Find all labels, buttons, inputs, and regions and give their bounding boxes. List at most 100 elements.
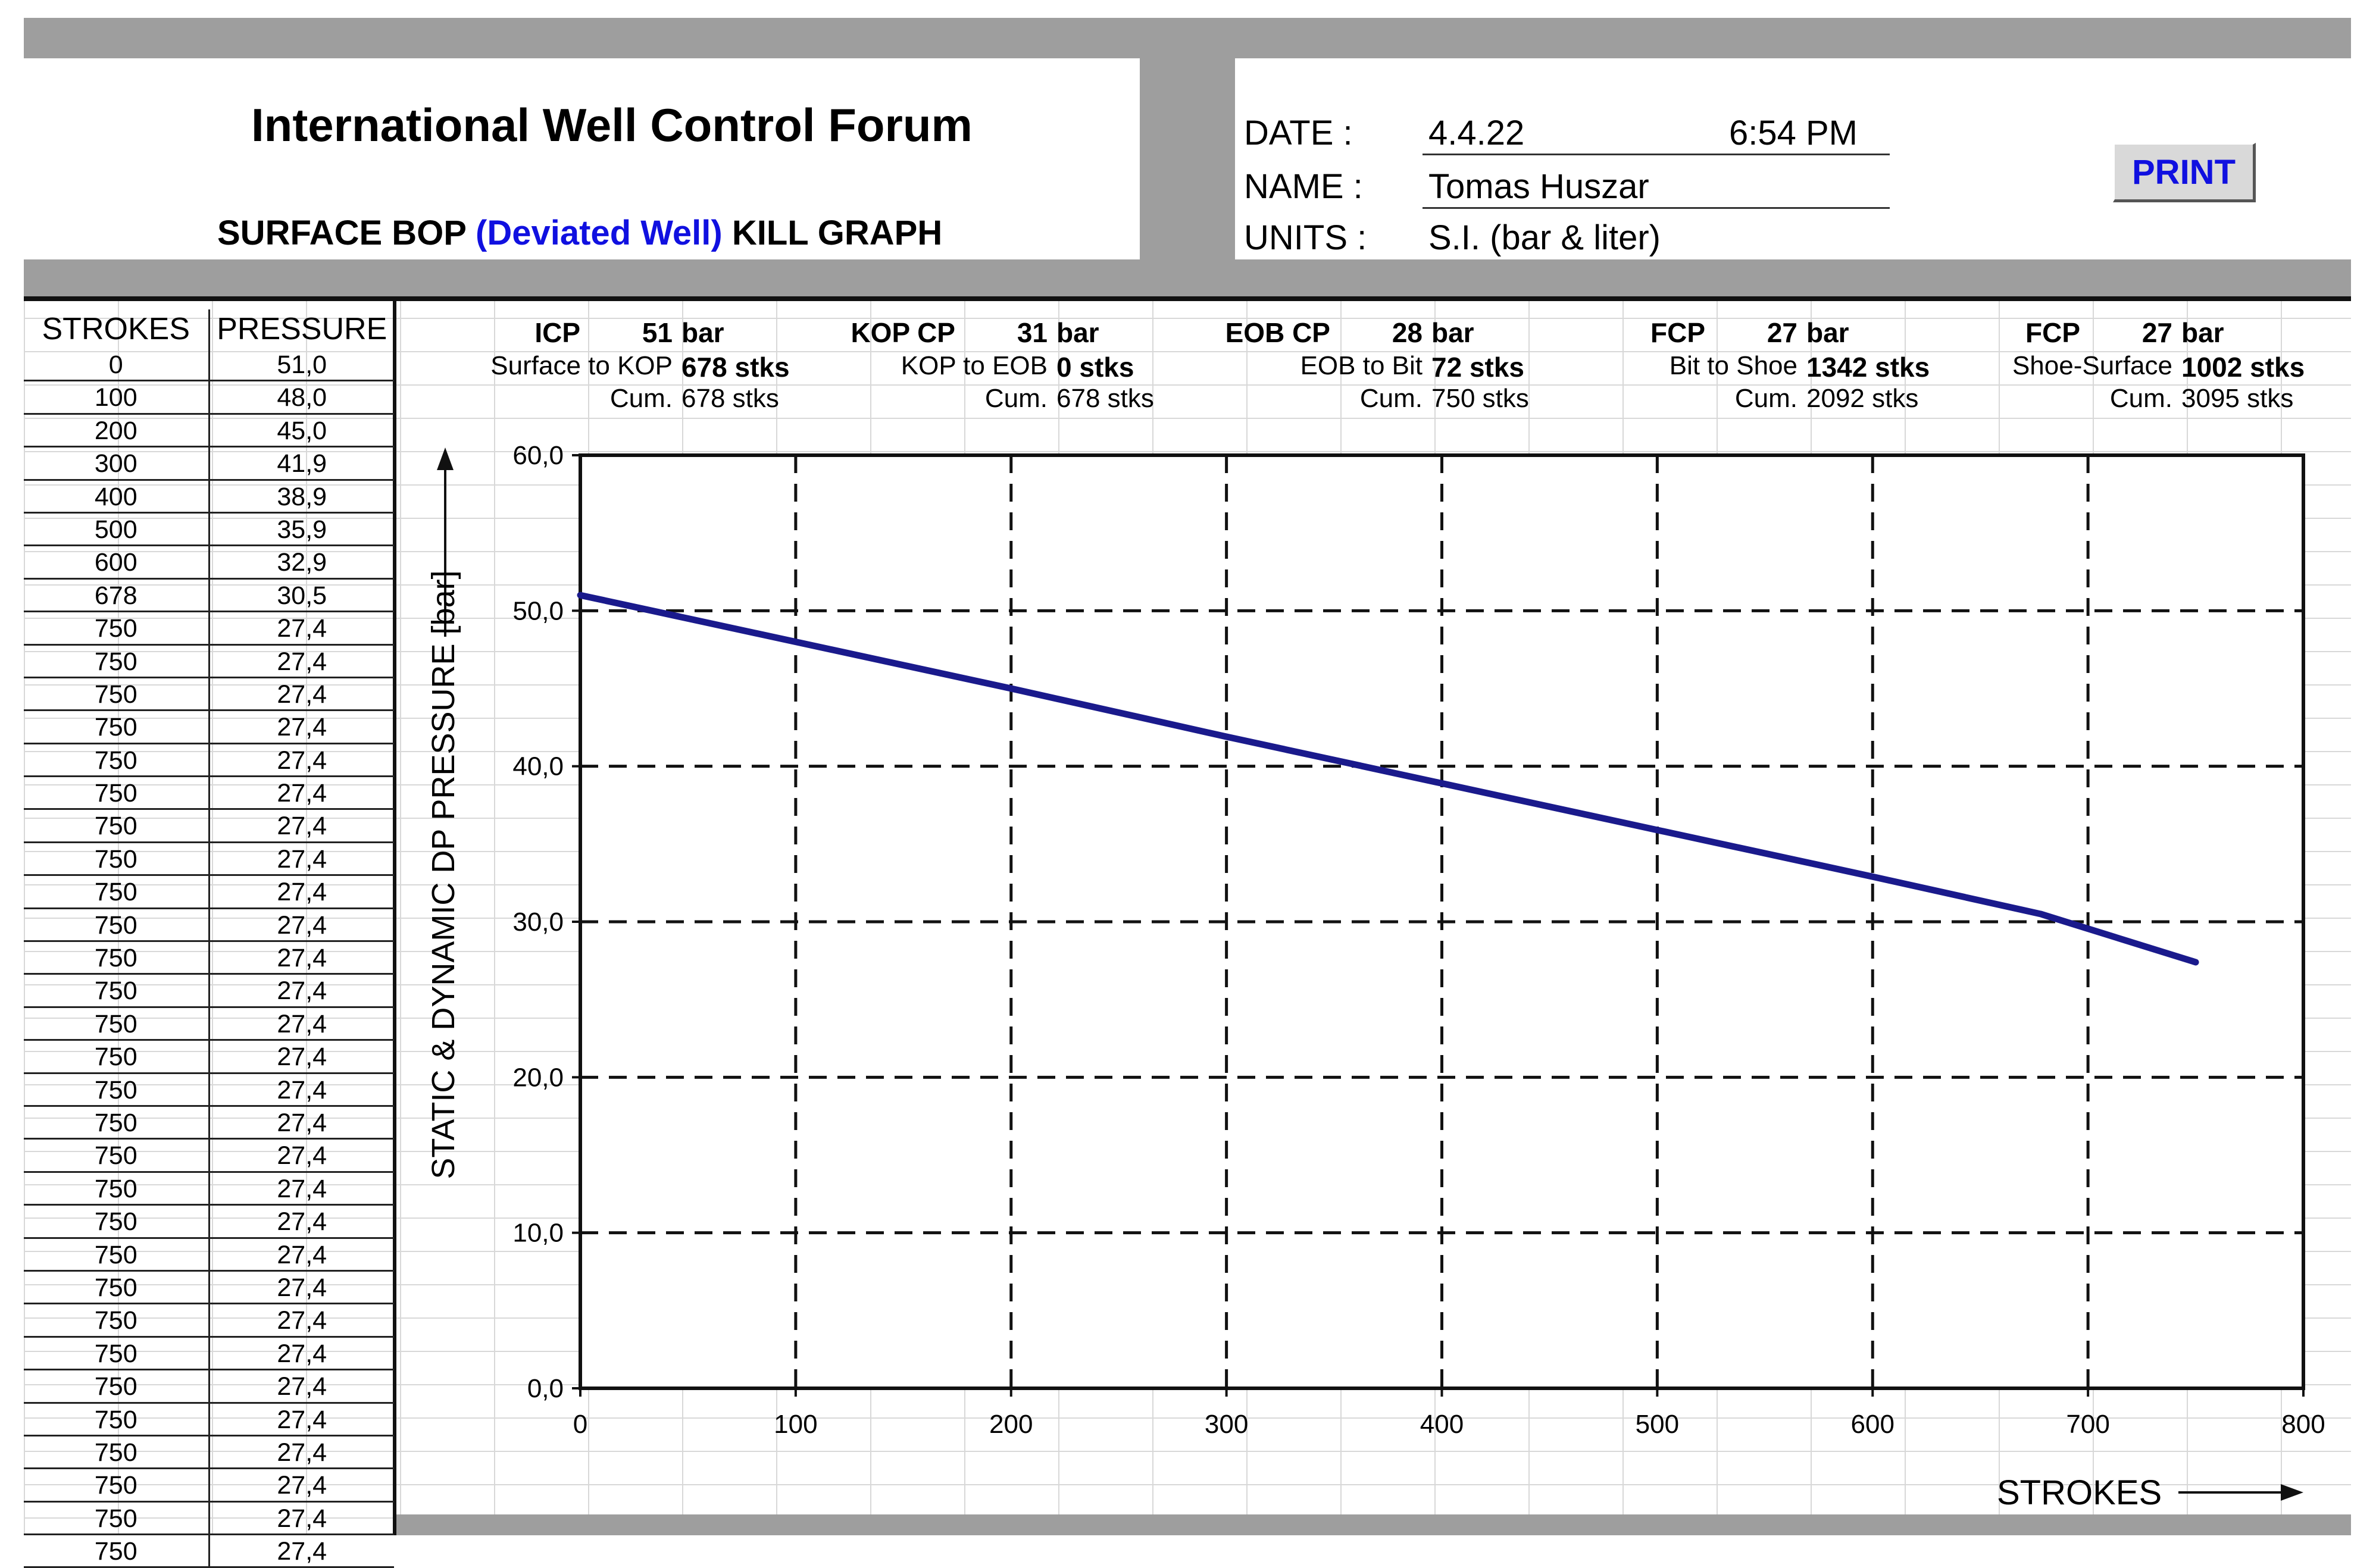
- pressure-cell: 27,4: [277, 713, 327, 742]
- table-row: 500 35,9: [24, 513, 394, 547]
- print-button[interactable]: PRINT: [2113, 143, 2256, 202]
- pressure-cell: 35,9: [277, 515, 327, 544]
- x-axis-title: STROKES: [1997, 1473, 2162, 1512]
- table-row: 750 27,4: [24, 1140, 394, 1173]
- strokes-cell: 678: [24, 579, 210, 611]
- table-row: 750 27,4: [24, 843, 394, 877]
- summary-unit: bar: [1431, 317, 1474, 348]
- pressure-cell: 27,4: [277, 1471, 327, 1500]
- pressure-cell: 27,4: [277, 1207, 327, 1237]
- strokes-cell: 750: [24, 1238, 210, 1270]
- table-row: 750 27,4: [24, 1403, 394, 1436]
- pressure-cell: 45,0: [277, 416, 327, 445]
- table-row: 750 27,4: [24, 744, 394, 778]
- summary-value: 31: [1017, 317, 1048, 348]
- summary-value: 27: [2141, 317, 2172, 348]
- pressure-cell: 27,4: [277, 746, 327, 775]
- header-divider: [1140, 58, 1235, 259]
- pressure-cell: 27,4: [277, 1141, 327, 1170]
- table-row: 100 48,0: [24, 381, 394, 415]
- pressure-cell: 27,4: [277, 1537, 327, 1566]
- table-row: 0 51,0: [24, 349, 394, 382]
- strokes-cell: 400: [24, 480, 210, 512]
- strokes-cell: 750: [24, 876, 210, 907]
- table-body: 0 51,0 100 48,0 200 45,0 300 41,9 400 38,9 500 35,9…: [24, 349, 394, 1568]
- strokes-pressure-table: STROKES PRESSURE 0 51,0 100 48,0 200 45,0 300 4…: [24, 309, 394, 1568]
- section-label: EOB to Bit: [1300, 351, 1423, 380]
- date-underline: [1423, 154, 1890, 155]
- pressure-cell: 27,4: [277, 1043, 327, 1072]
- strokes-cell: 750: [24, 777, 210, 809]
- pressure-cell: 27,4: [277, 812, 327, 841]
- pressure-cell: 27,4: [277, 1504, 327, 1533]
- strokes-cell: 750: [24, 645, 210, 677]
- summary-label: FCP: [2025, 317, 2080, 348]
- table-row: 750 27,4: [24, 645, 394, 678]
- strokes-cell: 750: [24, 1007, 210, 1040]
- section-value: 1342 stks: [1806, 352, 1930, 383]
- col-strokes-header: STROKES: [24, 309, 210, 349]
- strokes-cell: 750: [24, 1337, 210, 1369]
- strokes-cell: 750: [24, 612, 210, 644]
- section-label: Surface to KOP: [490, 351, 673, 380]
- strokes-cell: 750: [24, 1304, 210, 1336]
- pressure-cell: 27,4: [277, 1075, 327, 1104]
- summary-label: FCP: [1650, 317, 1705, 348]
- section-label: Bit to Shoe: [1669, 351, 1797, 380]
- table-row: 750 27,4: [24, 1502, 394, 1536]
- cum-value: 2092 stks: [1806, 384, 1919, 413]
- units-value: S.I. (bar & liter): [1428, 218, 1661, 257]
- cum-value: 678 stks: [1056, 384, 1154, 413]
- pressure-cell: 27,4: [277, 878, 327, 907]
- strokes-cell: 750: [24, 1041, 210, 1072]
- table-row: 678 30,5: [24, 579, 394, 613]
- name-label: NAME :: [1244, 167, 1363, 206]
- strokes-cell: 750: [24, 1469, 210, 1501]
- strokes-cell: 0: [24, 349, 210, 380]
- strokes-cell: 750: [24, 678, 210, 710]
- table-row: 750 27,4: [24, 1073, 394, 1107]
- strokes-cell: 750: [24, 1370, 210, 1402]
- table-row: 750 27,4: [24, 711, 394, 744]
- cum-value: 3095 stks: [2181, 384, 2294, 413]
- table-row: 600 32,9: [24, 546, 394, 580]
- strokes-cell: 750: [24, 1271, 210, 1303]
- summary-label: ICP: [534, 317, 580, 348]
- pressure-cell: 41,9: [277, 449, 327, 478]
- pressure-cell: 27,4: [277, 1273, 327, 1302]
- table-row: 750 27,4: [24, 876, 394, 909]
- mid-bar-line: [24, 296, 2351, 301]
- section-label: Shoe-Surface: [2012, 351, 2172, 380]
- summary-unit: bar: [1806, 317, 1849, 348]
- name-value: Tomas Huszar: [1428, 167, 1649, 206]
- strokes-cell: 600: [24, 546, 210, 578]
- strokes-cell: 750: [24, 1172, 210, 1204]
- section-value: 678 stks: [681, 352, 790, 383]
- cum-label: Cum.: [984, 384, 1048, 413]
- strokes-cell: 750: [24, 1206, 210, 1237]
- pressure-cell: 27,4: [277, 1009, 327, 1038]
- date-label: DATE :: [1244, 114, 1353, 152]
- strokes-cell: 750: [24, 711, 210, 743]
- table-row: 750 27,4: [24, 1007, 394, 1041]
- summary-value: 28: [1392, 317, 1423, 348]
- pressure-cell: 27,4: [277, 1438, 327, 1467]
- subtitle-prefix: SURFACE BOP: [217, 214, 466, 252]
- table-row: 750 27,4: [24, 1469, 394, 1503]
- pressure-cell: 27,4: [277, 1240, 327, 1269]
- summary-label: KOP CP: [851, 317, 955, 348]
- strokes-cell: 750: [24, 1073, 210, 1105]
- pressure-cell: 27,4: [277, 1405, 327, 1434]
- pressure-cell: 27,4: [277, 647, 327, 676]
- pressure-cell: 27,4: [277, 944, 327, 973]
- table-row: 750 27,4: [24, 975, 394, 1008]
- strokes-cell: 750: [24, 1502, 210, 1534]
- table-row: 750 27,4: [24, 810, 394, 843]
- strokes-cell: 750: [24, 744, 210, 776]
- table-row: 750 27,4: [24, 1436, 394, 1470]
- table-header: STROKES PRESSURE: [24, 309, 394, 349]
- table-row: 750 27,4: [24, 612, 394, 646]
- table-row: 750 27,4: [24, 1337, 394, 1371]
- col-pressure-header: PRESSURE: [217, 312, 387, 346]
- summary-unit: bar: [681, 317, 724, 348]
